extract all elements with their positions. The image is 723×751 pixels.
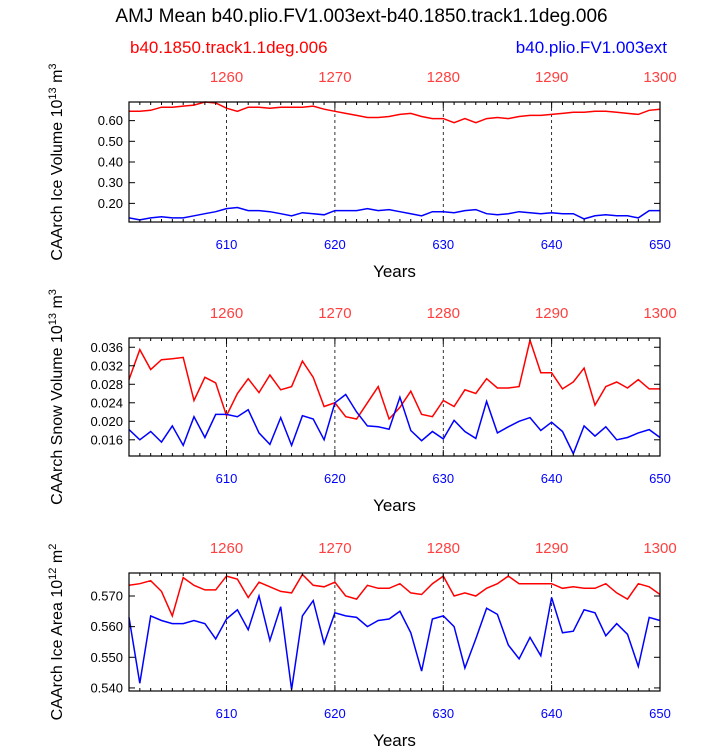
x-tick-label: 620 [324, 706, 346, 721]
x-tick-label: 650 [649, 471, 671, 486]
y-tick-label: 0.40 [98, 155, 123, 170]
x-tick-label: 640 [541, 471, 563, 486]
series-line-blue [128, 206, 660, 221]
x-tick-label: 610 [216, 706, 238, 721]
series-line-red [129, 101, 661, 124]
x-tick-label: 630 [432, 237, 454, 252]
y-axis-title: CAArch Snow Volume 1013 m3 [47, 289, 66, 505]
legend-series-left: b40.1850.track1.1deg.006 [130, 38, 328, 57]
y-tick-label: 0.016 [90, 432, 123, 447]
y-axis-title: CAArch Ice Volume 1013 m3 [47, 63, 66, 260]
top-x-tick-label: 1260 [210, 540, 243, 557]
top-x-tick-label: 1300 [643, 305, 676, 322]
top-x-tick-label: 1280 [427, 69, 460, 86]
y-tick-label: 0.550 [90, 650, 123, 665]
top-x-tick-label: 1270 [318, 540, 351, 557]
x-tick-label: 630 [432, 706, 454, 721]
y-tick-label: 0.020 [90, 414, 123, 429]
y-tick-label: 0.20 [98, 196, 123, 211]
top-x-tick-label: 1280 [427, 305, 460, 322]
x-axis-title: Years [373, 496, 416, 515]
x-tick-label: 650 [649, 706, 671, 721]
plot-frame [128, 337, 661, 457]
y-tick-label: 0.024 [90, 395, 123, 410]
x-tick-label: 620 [324, 471, 346, 486]
top-x-tick-label: 1290 [535, 69, 568, 86]
top-x-tick-label: 1290 [535, 540, 568, 557]
top-x-tick-label: 1300 [643, 69, 676, 86]
x-tick-label: 630 [432, 471, 454, 486]
panel-1: 610 620 630 640 650 1260 1270 1280 1290 1300 0.20 0… [47, 63, 677, 281]
y-axis-title: CAArch Ice Area 1012 m2 [47, 544, 66, 721]
y-tick-label: 0.560 [90, 619, 123, 634]
top-x-tick-label: 1270 [318, 69, 351, 86]
x-tick-label: 640 [541, 706, 563, 721]
top-x-tick-label: 1260 [210, 69, 243, 86]
panel-3: 610 620 630 640 650 1260 1270 1280 1290 1300 0.540… [47, 540, 677, 750]
y-tick-label: 0.032 [90, 358, 123, 373]
top-x-tick-label: 1280 [427, 540, 460, 557]
plot-frame [128, 101, 661, 223]
top-x-tick-label: 1300 [643, 540, 676, 557]
chart-title: AMJ Mean b40.plio.FV1.003ext-b40.1850.tr… [115, 6, 608, 27]
y-tick-label: 0.570 [90, 588, 123, 603]
panel-2: 610 620 630 640 650 1260 1270 1280 1290 1300 0.016… [47, 289, 677, 515]
series-line-red [128, 337, 660, 421]
x-axis-title: Years [373, 262, 416, 281]
top-x-tick-label: 1260 [210, 305, 243, 322]
top-x-tick-label: 1270 [318, 305, 351, 322]
plot-frame [128, 572, 661, 692]
x-axis-title: Years [373, 731, 416, 750]
x-tick-label: 610 [216, 471, 238, 486]
x-tick-label: 650 [649, 237, 671, 252]
top-x-tick-label: 1290 [535, 305, 568, 322]
x-tick-label: 610 [216, 237, 238, 252]
y-tick-label: 0.028 [90, 377, 123, 392]
series-line-blue [128, 593, 661, 690]
series-line-red [128, 573, 661, 619]
y-tick-label: 0.50 [98, 134, 123, 149]
legend-series-right: b40.plio.FV1.003ext [515, 38, 667, 57]
x-tick-label: 640 [541, 237, 563, 252]
y-tick-label: 0.540 [90, 680, 123, 695]
y-tick-label: 0.036 [90, 340, 123, 355]
y-tick-label: 0.60 [98, 113, 123, 128]
y-tick-label: 0.30 [98, 175, 123, 190]
x-tick-label: 620 [324, 237, 346, 252]
series-line-blue [128, 393, 661, 456]
